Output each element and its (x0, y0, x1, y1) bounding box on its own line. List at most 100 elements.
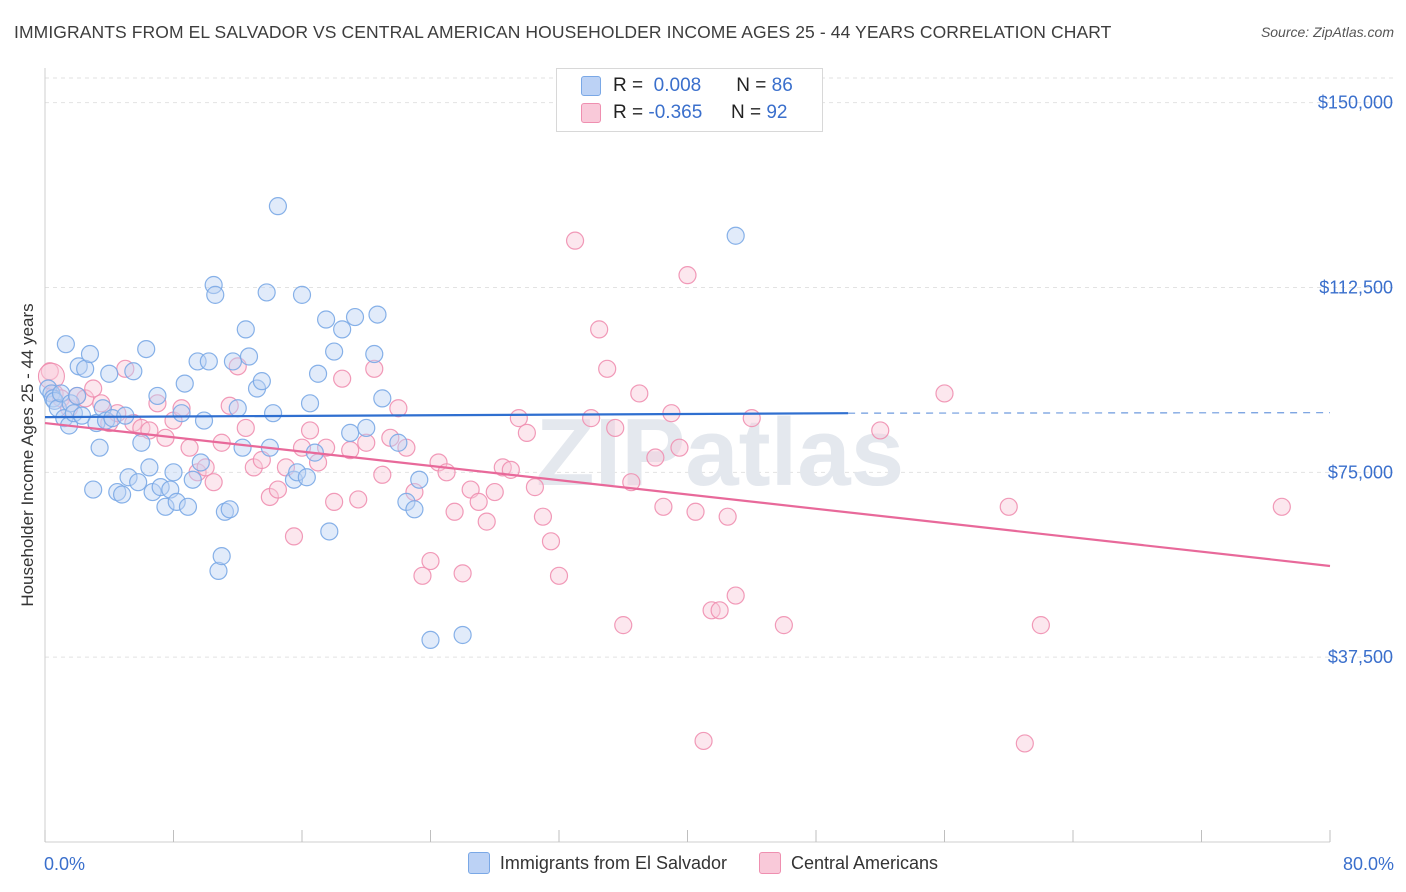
data-point-el-salvador (300, 394, 320, 413)
data-point-central-americans (413, 566, 432, 585)
data-point-el-salvador (365, 344, 384, 364)
data-point-el-salvador (61, 394, 80, 413)
data-point-central-americans (726, 586, 745, 605)
data-point-central-americans (686, 502, 705, 521)
stats-box: R = 0.008 N = 86 R = -0.365 N = 92 (556, 68, 823, 132)
data-point-el-salvador (257, 283, 276, 302)
y-tick-labels: $37,500 $75,000 $112,500 $150,000 (1318, 93, 1393, 668)
data-point-el-salvador (325, 342, 344, 361)
data-point-central-americans (1015, 734, 1034, 753)
data-point-el-salvador (316, 310, 336, 329)
data-point-central-americans (871, 421, 890, 440)
data-point-el-salvador (405, 500, 424, 519)
x-tick-label: 0.0% (44, 854, 85, 874)
data-point-el-salvador (199, 352, 218, 371)
data-point-central-americans (678, 266, 697, 285)
el-salvador-points (39, 197, 745, 650)
data-point-el-salvador (357, 418, 376, 438)
data-point-el-salvador (368, 305, 387, 324)
data-point-central-americans (565, 231, 585, 250)
data-point-central-americans (622, 473, 641, 492)
data-point-central-americans (646, 448, 665, 467)
data-point-central-americans (37, 362, 65, 390)
central-americans-points (37, 231, 1291, 753)
data-point-el-salvador (72, 406, 92, 425)
data-point-el-salvador (297, 468, 316, 487)
data-point-central-americans (533, 507, 553, 526)
data-point-central-americans (180, 438, 199, 457)
data-point-el-salvador (129, 473, 148, 492)
data-point-central-americans (582, 409, 601, 428)
data-point-central-americans (590, 320, 609, 339)
data-point-el-salvador (112, 485, 132, 504)
data-point-el-salvador (164, 463, 183, 482)
data-point-el-salvador (191, 453, 210, 472)
legend: Immigrants from El Salvador Central Amer… (0, 852, 1406, 874)
n-label: N = (736, 75, 767, 96)
axes (44, 68, 1331, 843)
data-point-el-salvador (172, 404, 191, 423)
data-point-central-americans (710, 601, 729, 620)
data-point-el-salvador (124, 362, 143, 381)
stats-row-central-americans: R = -0.365 N = 92 (581, 102, 787, 124)
r-value: -0.365 (648, 102, 703, 123)
data-point-central-americans (204, 473, 223, 492)
data-point-el-salvador (215, 502, 234, 521)
grid (45, 77, 1395, 658)
legend-label: Immigrants from El Salvador (499, 852, 727, 873)
watermark: ZIPatlas (536, 399, 904, 506)
legend-item-central-americans[interactable]: Central Americans (759, 852, 938, 874)
data-point-central-americans (284, 527, 304, 546)
data-point-central-americans (654, 497, 673, 516)
data-point-el-salvador (68, 386, 87, 406)
data-point-el-salvador (156, 497, 175, 516)
data-point-central-americans (333, 369, 352, 388)
n-value: 92 (766, 102, 788, 123)
pink-swatch (759, 852, 781, 874)
data-point-el-salvador (268, 197, 288, 216)
data-point-el-salvador (119, 468, 138, 487)
data-point-central-americans (148, 394, 167, 413)
data-point-central-americans (517, 423, 536, 442)
data-point-central-americans (316, 438, 336, 457)
data-point-central-americans (236, 418, 255, 438)
data-point-central-americans (365, 359, 384, 378)
n-label: N = (730, 102, 762, 123)
data-point-central-americans (774, 616, 793, 635)
data-point-central-americans (935, 384, 954, 403)
data-point-el-salvador (726, 226, 745, 245)
data-point-central-americans (549, 566, 569, 585)
legend-item-el-salvador[interactable]: Immigrants from El Salvador (467, 852, 727, 874)
data-point-el-salvador (236, 320, 255, 339)
data-point-central-americans (541, 532, 561, 551)
data-point-el-salvador (137, 339, 156, 359)
data-point-central-americans (742, 409, 761, 428)
data-point-central-americans (1031, 616, 1050, 635)
data-point-central-americans (694, 731, 713, 751)
data-point-el-salvador (373, 389, 392, 408)
data-point-central-americans (453, 564, 472, 583)
data-point-central-americans (445, 502, 464, 521)
data-point-el-salvador (320, 522, 339, 541)
data-point-central-americans (598, 359, 617, 378)
data-point-central-americans (525, 478, 545, 497)
data-point-central-americans (477, 512, 496, 531)
data-point-el-salvador (252, 372, 271, 391)
data-point-el-salvador (175, 374, 194, 393)
chart-title: IMMIGRANTS FROM EL SALVADOR VS CENTRAL A… (14, 22, 1112, 42)
data-point-central-americans (325, 492, 344, 511)
data-point-central-americans (300, 421, 320, 440)
data-point-el-salvador (212, 547, 231, 566)
data-point-central-americans (389, 399, 408, 418)
data-point-el-salvador (90, 438, 109, 457)
data-point-el-salvador (140, 458, 159, 477)
data-point-central-americans (630, 384, 649, 403)
data-point-central-americans (718, 507, 737, 526)
data-point-el-salvador (84, 480, 103, 499)
n-value: 86 (771, 75, 793, 96)
data-point-central-americans (349, 490, 368, 509)
data-point-central-americans (999, 497, 1018, 516)
data-point-el-salvador (233, 438, 252, 457)
data-point-central-americans (606, 418, 625, 438)
